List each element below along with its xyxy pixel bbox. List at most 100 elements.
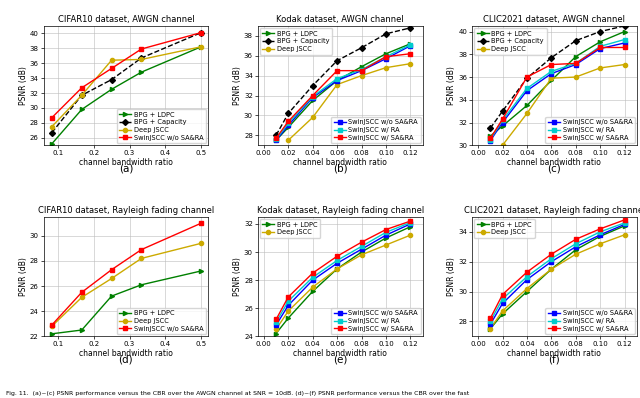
SwinJSCC w/o SA&RA (333, 78, 341, 83)
BPG + Capacity (547, 55, 555, 60)
Deep JSCC (48, 124, 56, 129)
SwinJSCC w/ RA (486, 319, 494, 324)
SwinJSCC w/o SA&RA (547, 71, 555, 76)
SwinJSCC w/ SA&RA (621, 217, 628, 222)
Deep JSCC (486, 326, 494, 331)
Line: BPG + LDPC: BPG + LDPC (50, 269, 204, 336)
Deep JSCC (523, 111, 531, 116)
Deep JSCC (309, 115, 317, 120)
Line: BPG + LDPC: BPG + LDPC (488, 224, 627, 331)
BPG + Capacity (523, 76, 531, 80)
BPG + LDPC (197, 44, 205, 49)
BPG + LDPC (486, 326, 494, 331)
Text: (f): (f) (548, 354, 560, 364)
BPG + Capacity (48, 130, 56, 135)
SwinJSCC w/ RA (284, 299, 292, 304)
BPG + LDPC (284, 125, 292, 130)
SwinJSCC w/ SA&RA (272, 317, 280, 322)
Deep JSCC (197, 44, 205, 49)
BPG + LDPC (382, 236, 390, 240)
BPG + Capacity (138, 56, 145, 60)
BPG + Capacity (621, 23, 628, 28)
SwinJSCC w/o SA&RA (108, 267, 115, 272)
SwinJSCC w/ SA&RA (406, 219, 414, 224)
BPG + LDPC (197, 269, 205, 273)
Deep JSCC (621, 62, 628, 67)
Y-axis label: PSNR (dB): PSNR (dB) (19, 257, 28, 296)
X-axis label: channel bandwidth ratio: channel bandwidth ratio (79, 349, 173, 358)
Line: BPG + LDPC: BPG + LDPC (274, 42, 412, 142)
BPG + Capacity (333, 59, 341, 63)
SwinJSCC w/ RA (382, 55, 390, 59)
SwinJSCC w/ SA&RA (272, 136, 280, 141)
SwinJSCC w/ RA (284, 121, 292, 126)
Legend: BPG + LDPC, Deep JSCC, SwinJSCC w/o SA&RA: BPG + LDPC, Deep JSCC, SwinJSCC w/o SA&R… (116, 308, 206, 334)
Title: Kodak dataset, Rayleigh fading channel: Kodak dataset, Rayleigh fading channel (257, 207, 424, 215)
Legend: SwinJSCC w/o SA&RA, SwinJSCC w/ RA, SwinJSCC w/ SA&RA: SwinJSCC w/o SA&RA, SwinJSCC w/ RA, Swin… (545, 117, 635, 143)
SwinJSCC w/o SA&RA (572, 244, 580, 249)
Deep JSCC (333, 267, 341, 271)
SwinJSCC w/ RA (621, 37, 628, 42)
Deep JSCC (138, 256, 145, 261)
SwinJSCC w/ SA&RA (523, 270, 531, 275)
SwinJSCC w/ SA&RA (382, 227, 390, 232)
SwinJSCC w/ RA (382, 230, 390, 235)
BPG + LDPC (48, 141, 56, 146)
SwinJSCC w/ RA (309, 94, 317, 99)
SwinJSCC w/o SA&RA (523, 88, 531, 93)
SwinJSCC w/ SA&RA (596, 226, 604, 231)
Text: (b): (b) (333, 163, 348, 173)
SwinJSCC w/o SA&RA (499, 120, 506, 125)
SwinJSCC w/ RA (358, 67, 365, 72)
Deep JSCC (596, 241, 604, 246)
BPG + Capacity (382, 31, 390, 36)
SwinJSCC w/o SA&RA (197, 30, 205, 35)
Line: Deep JSCC: Deep JSCC (50, 45, 204, 129)
SwinJSCC w/o SA&RA (358, 68, 365, 73)
X-axis label: channel bandwidth ratio: channel bandwidth ratio (293, 349, 387, 358)
SwinJSCC w/ SA&RA (333, 68, 341, 73)
BPG + LDPC (547, 267, 555, 271)
Line: SwinJSCC w/o SA&RA: SwinJSCC w/o SA&RA (274, 222, 412, 327)
Deep JSCC (382, 65, 390, 70)
Line: Deep JSCC: Deep JSCC (286, 62, 412, 142)
BPG + LDPC (333, 267, 341, 271)
Deep JSCC (596, 66, 604, 70)
Line: BPG + LDPC: BPG + LDPC (50, 45, 204, 146)
Title: CIFAR10 dataset, Rayleigh fading channel: CIFAR10 dataset, Rayleigh fading channel (38, 207, 214, 215)
SwinJSCC w/ RA (272, 137, 280, 142)
Line: Deep JSCC: Deep JSCC (50, 241, 204, 328)
SwinJSCC w/ RA (499, 297, 506, 301)
SwinJSCC w/ RA (406, 43, 414, 47)
Line: SwinJSCC w/ RA: SwinJSCC w/ RA (274, 220, 412, 324)
BPG + LDPC (499, 123, 506, 128)
Text: Fig. 11.  (a)~(c) PSNR performance versus the CBR over the AWGN channel at SNR =: Fig. 11. (a)~(c) PSNR performance versus… (6, 391, 470, 396)
Deep JSCC (499, 308, 506, 313)
Y-axis label: PSNR (dB): PSNR (dB) (19, 66, 28, 105)
Title: CLIC2021 dataset, AWGN channel: CLIC2021 dataset, AWGN channel (483, 16, 625, 24)
BPG + LDPC (78, 107, 86, 112)
BPG + Capacity (572, 38, 580, 43)
SwinJSCC w/o SA&RA (138, 47, 145, 51)
Deep JSCC (499, 143, 506, 148)
Deep JSCC (138, 57, 145, 62)
Line: Deep JSCC: Deep JSCC (500, 62, 627, 147)
Deep JSCC (547, 267, 555, 271)
Text: (c): (c) (548, 163, 561, 173)
Line: BPG + Capacity: BPG + Capacity (488, 24, 627, 130)
Line: SwinJSCC w/ RA: SwinJSCC w/ RA (274, 43, 412, 141)
SwinJSCC w/o SA&RA (78, 290, 86, 295)
BPG + Capacity (406, 25, 414, 30)
SwinJSCC w/o SA&RA (309, 95, 317, 100)
SwinJSCC w/ RA (486, 137, 494, 142)
SwinJSCC w/ RA (523, 86, 531, 91)
SwinJSCC w/o SA&RA (382, 233, 390, 238)
Text: (d): (d) (118, 354, 133, 364)
BPG + LDPC (78, 328, 86, 332)
Title: CIFAR10 dataset, AWGN channel: CIFAR10 dataset, AWGN channel (58, 16, 195, 24)
X-axis label: channel bandwidth ratio: channel bandwidth ratio (508, 158, 602, 167)
Line: SwinJSCC w/ SA&RA: SwinJSCC w/ SA&RA (488, 45, 627, 140)
Deep JSCC (284, 308, 292, 313)
SwinJSCC w/ SA&RA (499, 117, 506, 121)
BPG + LDPC (358, 250, 365, 254)
